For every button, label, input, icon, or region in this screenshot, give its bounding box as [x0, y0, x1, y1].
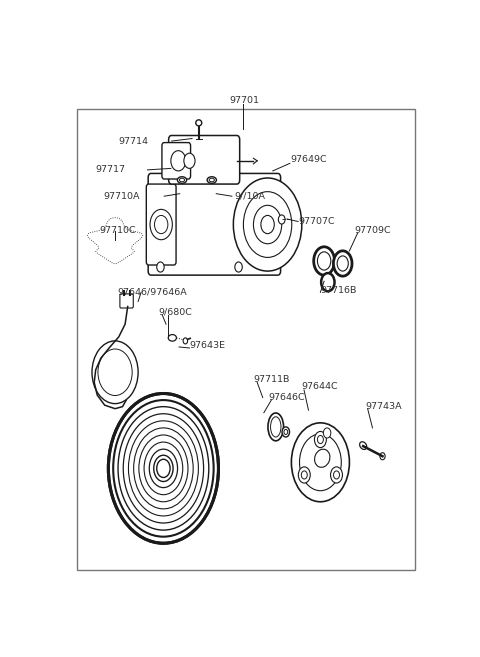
- Text: 97707C: 97707C: [298, 217, 335, 226]
- Circle shape: [183, 338, 188, 344]
- FancyBboxPatch shape: [168, 135, 240, 184]
- Circle shape: [243, 192, 292, 258]
- FancyBboxPatch shape: [120, 294, 133, 308]
- Text: 97646C: 97646C: [268, 393, 305, 402]
- Circle shape: [184, 153, 195, 168]
- Circle shape: [261, 215, 274, 234]
- Text: 97711B: 97711B: [253, 375, 290, 384]
- Text: 9/680C: 9/680C: [158, 307, 192, 316]
- Text: 97710A: 97710A: [104, 192, 140, 200]
- Ellipse shape: [178, 177, 187, 183]
- Circle shape: [317, 252, 331, 270]
- Circle shape: [380, 453, 385, 460]
- Circle shape: [284, 430, 288, 434]
- Circle shape: [334, 251, 352, 276]
- Text: 97716B: 97716B: [321, 286, 357, 295]
- FancyBboxPatch shape: [146, 184, 176, 265]
- Ellipse shape: [196, 120, 202, 126]
- Text: 9//10A: 9//10A: [234, 192, 265, 200]
- Text: 97644C: 97644C: [301, 382, 338, 391]
- Circle shape: [321, 273, 335, 291]
- Text: 97701: 97701: [229, 95, 259, 104]
- Circle shape: [278, 215, 285, 224]
- Circle shape: [291, 423, 349, 502]
- Circle shape: [301, 471, 307, 479]
- Circle shape: [235, 262, 242, 272]
- Ellipse shape: [360, 442, 367, 449]
- Circle shape: [150, 210, 172, 240]
- Text: 97710C: 97710C: [99, 226, 136, 235]
- Text: 97714: 97714: [119, 137, 148, 146]
- Circle shape: [171, 150, 186, 171]
- Text: 97743A: 97743A: [365, 402, 402, 411]
- Circle shape: [156, 262, 164, 272]
- Circle shape: [300, 434, 341, 491]
- Ellipse shape: [314, 449, 330, 467]
- Circle shape: [314, 247, 335, 275]
- Circle shape: [337, 256, 348, 271]
- Text: 97717: 97717: [95, 166, 125, 174]
- Ellipse shape: [168, 334, 177, 341]
- Ellipse shape: [180, 178, 185, 182]
- Circle shape: [233, 178, 302, 271]
- Circle shape: [282, 427, 289, 437]
- Circle shape: [253, 206, 282, 244]
- Text: 97649C: 97649C: [290, 155, 326, 164]
- Circle shape: [314, 432, 326, 447]
- Ellipse shape: [209, 178, 215, 182]
- Circle shape: [155, 215, 168, 234]
- Text: 97643E: 97643E: [190, 342, 226, 350]
- Circle shape: [324, 428, 331, 438]
- Circle shape: [331, 467, 342, 483]
- FancyBboxPatch shape: [148, 173, 281, 275]
- Text: 97709C: 97709C: [354, 226, 391, 235]
- Circle shape: [156, 459, 170, 478]
- Ellipse shape: [207, 177, 216, 183]
- FancyBboxPatch shape: [162, 143, 191, 179]
- Circle shape: [334, 471, 339, 479]
- Circle shape: [317, 436, 324, 443]
- Text: 97646/97646A: 97646/97646A: [118, 288, 187, 297]
- Circle shape: [299, 467, 310, 483]
